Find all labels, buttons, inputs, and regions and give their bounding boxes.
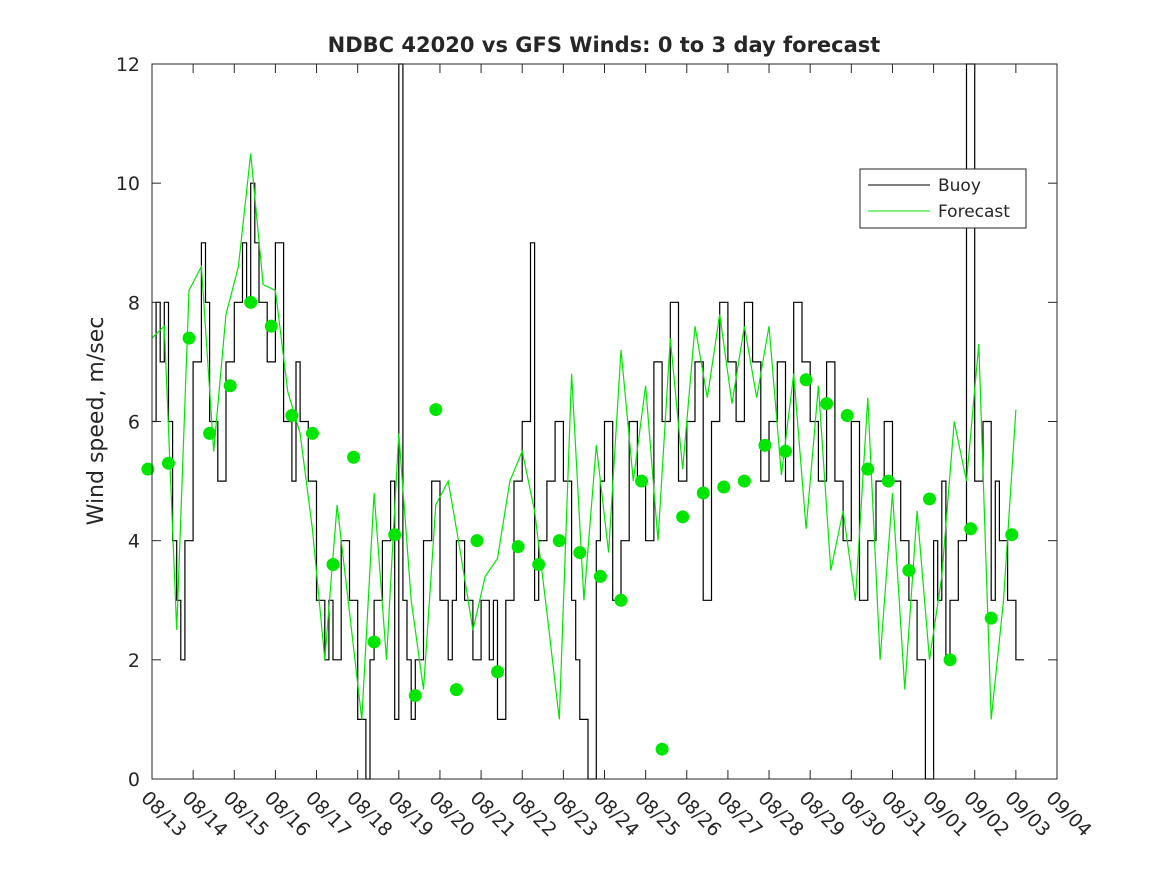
legend: Buoy Forecast: [859, 168, 1027, 229]
y-tick-label: 2: [128, 650, 140, 672]
chart-title: NDBC 42020 vs GFS Winds: 0 to 3 day fore…: [328, 33, 881, 57]
data-point: [388, 528, 402, 542]
y-tick-label: 8: [128, 292, 140, 314]
y-tick-label: 0: [128, 769, 140, 791]
y-tick-label: 4: [128, 531, 140, 553]
data-point: [737, 474, 751, 488]
data-point: [902, 563, 916, 577]
y-axis-label: Wind speed, m/sec: [84, 317, 109, 526]
legend-box: [859, 168, 1027, 229]
data-point: [984, 611, 998, 625]
data-point: [511, 540, 525, 554]
data-point: [326, 558, 340, 571]
data-point: [676, 510, 690, 524]
data-point: [635, 474, 649, 488]
data-point: [244, 295, 258, 309]
data-point: [491, 665, 505, 679]
data-point: [820, 397, 834, 411]
data-point: [696, 486, 710, 500]
data-point: [532, 558, 546, 571]
y-tick-label: 6: [128, 412, 140, 434]
data-point: [552, 534, 566, 548]
data-point: [943, 653, 957, 667]
data-point: [470, 534, 484, 548]
data-point: [223, 379, 237, 393]
data-point: [449, 683, 463, 697]
data-point: [573, 546, 587, 560]
data-point: [717, 480, 731, 494]
data-point: [161, 456, 175, 470]
data-point: [264, 319, 278, 333]
data-point: [429, 403, 443, 417]
data-point: [285, 409, 299, 423]
data-point: [655, 742, 669, 756]
data-point: [367, 635, 381, 649]
data-point: [141, 462, 155, 476]
data-point: [408, 689, 422, 703]
data-point: [305, 426, 319, 440]
legend-forecast-label: Forecast: [938, 202, 1010, 222]
data-point: [922, 492, 936, 506]
data-point: [593, 569, 607, 583]
data-point: [799, 373, 813, 387]
data-point: [182, 331, 196, 345]
data-point: [758, 438, 772, 452]
data-point: [203, 426, 217, 440]
data-point: [964, 522, 978, 536]
legend-buoy-label: Buoy: [938, 176, 981, 196]
data-point: [840, 409, 854, 423]
marker-layer: [141, 295, 1019, 756]
data-point: [614, 593, 628, 607]
data-point: [881, 474, 895, 488]
data-point: [347, 450, 361, 464]
data-point: [1005, 528, 1019, 542]
y-tick-label: 12: [116, 54, 140, 76]
data-point: [779, 444, 792, 458]
data-point: [861, 462, 875, 476]
y-tick-label: 10: [116, 173, 140, 195]
